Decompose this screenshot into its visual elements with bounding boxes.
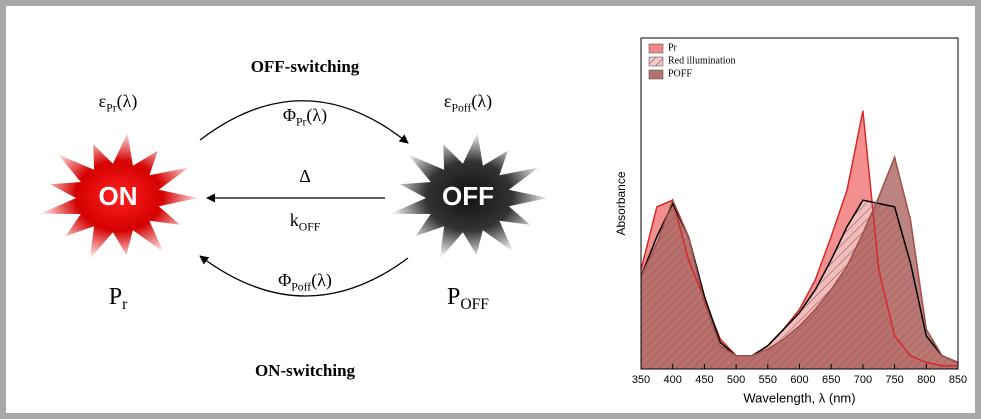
phi-poff-tail: (λ) xyxy=(311,270,332,291)
legend-swatch xyxy=(648,56,664,67)
eps-pr-sub: Pr xyxy=(106,101,117,114)
on-switching-label: ON-switching xyxy=(255,361,356,380)
x-tick-label: 350 xyxy=(632,374,650,386)
delta-label: Δ xyxy=(299,166,311,186)
off-star xyxy=(390,132,548,260)
series-line xyxy=(640,110,958,367)
x-tick-label: 400 xyxy=(664,374,682,386)
k-off: kOFF xyxy=(290,210,321,233)
area-fill xyxy=(641,157,958,369)
x-tick-label: 450 xyxy=(695,374,713,386)
phi-poff-sub: Poff xyxy=(291,280,311,293)
phi-pr-base: Φ xyxy=(283,105,296,125)
legend-label: POFF xyxy=(668,68,692,79)
x-tick-label: 550 xyxy=(759,374,777,386)
arrow xyxy=(199,100,409,144)
poff-label: POFF xyxy=(447,284,489,313)
off-label: OFF xyxy=(442,181,494,211)
poff-label-sub: OFF xyxy=(460,296,489,313)
pr-label: Pr xyxy=(109,284,128,313)
phi-pr-tail: (λ) xyxy=(306,105,327,126)
x-tick-label: 650 xyxy=(822,374,840,386)
x-tick-label: 500 xyxy=(727,374,745,386)
x-tick-label: 600 xyxy=(790,374,808,386)
phi-poff: ΦPoff(λ) xyxy=(278,270,332,293)
legend-swatch xyxy=(648,43,664,54)
series-line xyxy=(640,154,959,364)
x-tick-label: 800 xyxy=(917,374,935,386)
x-axis-label: Wavelength, λ (nm) xyxy=(743,390,855,405)
diagram: OFF-switching ON-switching Δ ON OFFεPr(λ)… xyxy=(40,57,548,380)
eps-poff-sub: Poff xyxy=(451,101,471,114)
on-label: ON xyxy=(99,181,138,211)
eps-poff: εPoff(λ) xyxy=(444,91,492,114)
phi-pr-sub: Pr xyxy=(296,115,307,128)
x-tick-label: 700 xyxy=(854,374,872,386)
x-tick-label: 850 xyxy=(949,374,967,386)
arrow xyxy=(199,255,409,297)
x-tick-label: 750 xyxy=(885,374,903,386)
phi-poff-base: Φ xyxy=(278,270,291,290)
phi-pr: ΦPr(λ) xyxy=(283,105,327,128)
eps-pr-tail: (λ) xyxy=(117,91,138,112)
legend-swatch xyxy=(648,69,664,80)
eps-poff-tail: (λ) xyxy=(471,91,492,112)
eps-poff-base: ε xyxy=(444,91,452,111)
y-axis-label: Absorbance xyxy=(614,171,628,235)
poff-label-base: P xyxy=(447,284,460,310)
pr-label-base: P xyxy=(109,284,122,310)
legend-label: Pr xyxy=(668,42,678,53)
k-off-base: k xyxy=(290,210,299,230)
legend-label: Red illumination xyxy=(668,55,736,66)
chart: 350 400 450 500 550 600 650 700 750 800 850 Wavelen… xyxy=(614,37,967,405)
k-off-sub: OFF xyxy=(299,220,321,233)
eps-pr: εPr(λ) xyxy=(99,91,138,114)
eps-pr-base: ε xyxy=(99,91,107,111)
on-star xyxy=(40,132,198,260)
off-switching-label: OFF-switching xyxy=(251,57,360,76)
pr-label-sub: r xyxy=(122,296,128,313)
